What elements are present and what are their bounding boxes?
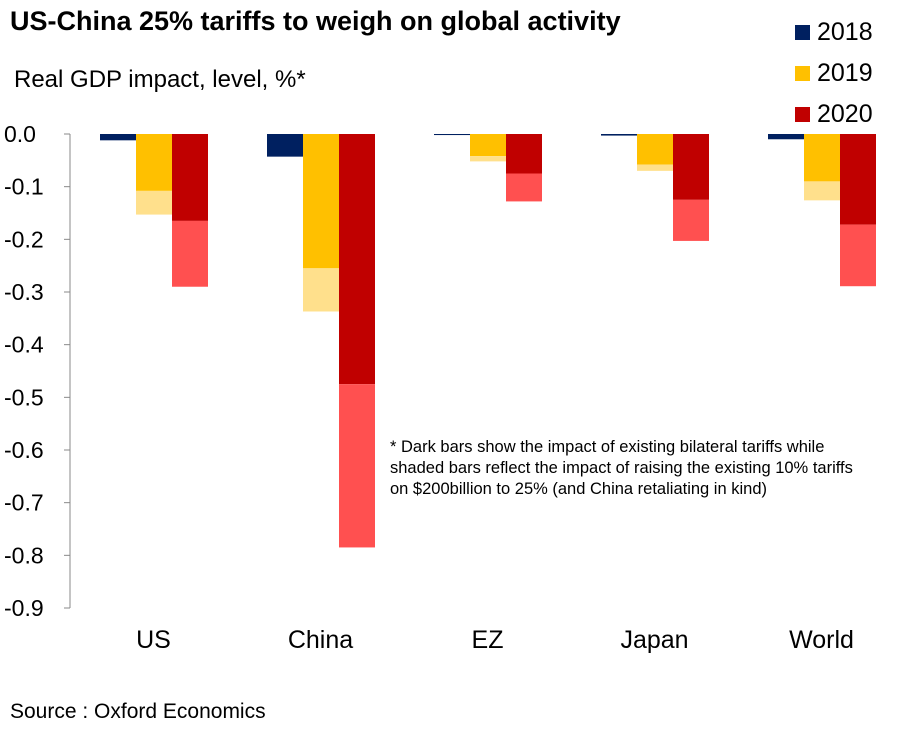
x-tick-label: Japan	[620, 626, 688, 654]
legend: 2018 2019 2020	[795, 12, 873, 135]
y-tick-label: -0.1	[4, 174, 44, 200]
bar-2020-world-existing	[840, 134, 876, 225]
y-tick-label: -0.5	[4, 384, 44, 410]
bar-2020-world-shaded	[840, 224, 876, 287]
bar-2020-china-shaded	[339, 384, 375, 548]
y-tick-label: -0.6	[4, 437, 44, 463]
bar-2018-japan-existing	[601, 134, 637, 136]
bar-2019-ez-existing	[470, 134, 506, 157]
bar-2019-japan-existing	[637, 134, 673, 165]
bar-2018-china-existing	[267, 134, 303, 157]
legend-swatch-2019	[795, 66, 810, 81]
y-tick-label: -0.7	[4, 490, 44, 516]
x-tick-label: China	[288, 626, 353, 654]
legend-label-2018: 2018	[817, 18, 873, 46]
bar-2020-japan-existing	[673, 134, 709, 200]
y-tick-label: -0.9	[4, 595, 44, 621]
bar-2019-china-existing	[303, 134, 339, 269]
legend-item-2018: 2018	[795, 12, 873, 53]
y-tick-label: -0.4	[4, 332, 44, 358]
y-tick-label: -0.3	[4, 279, 44, 305]
y-tick-label: 0.0	[4, 121, 36, 147]
bar-2019-world-shaded	[804, 181, 840, 201]
x-tick-label: World	[789, 626, 854, 654]
bar-2019-china-shaded	[303, 268, 339, 312]
legend-label-2020: 2020	[817, 100, 873, 128]
bar-2019-japan-shaded	[637, 164, 673, 171]
y-tick-label: -0.2	[4, 226, 44, 252]
bar-2018-us-existing	[100, 134, 136, 141]
chart-subtitle: Real GDP impact, level, %*	[14, 66, 306, 93]
legend-item-2019: 2019	[795, 53, 873, 94]
chart-footnote: * Dark bars show the impact of existing …	[390, 438, 853, 498]
source-note: Source : Oxford Economics	[10, 700, 266, 723]
legend-swatch-2018	[795, 25, 810, 40]
legend-swatch-2020	[795, 107, 810, 122]
bar-2019-ez-shaded	[470, 156, 506, 162]
bar-2018-world-existing	[768, 134, 804, 140]
bar-2020-us-shaded	[172, 220, 208, 287]
legend-label-2019: 2019	[817, 59, 873, 87]
x-tick-label: EZ	[472, 626, 504, 654]
bar-2020-china-existing	[339, 134, 375, 385]
bar-2018-ez-existing	[434, 134, 470, 136]
chart-title: US-China 25% tariffs to weigh on global …	[10, 6, 621, 36]
bar-2020-ez-existing	[506, 134, 542, 174]
bar-2019-world-existing	[804, 134, 840, 182]
bar-2020-us-existing	[172, 134, 208, 221]
y-tick-label: -0.8	[4, 542, 44, 568]
bar-2019-us-shaded	[136, 190, 172, 215]
bar-2019-us-existing	[136, 134, 172, 191]
legend-item-2020: 2020	[795, 94, 873, 135]
bar-2020-ez-shaded	[506, 173, 542, 202]
bar-2020-japan-shaded	[673, 199, 709, 241]
x-tick-label: US	[136, 626, 171, 654]
